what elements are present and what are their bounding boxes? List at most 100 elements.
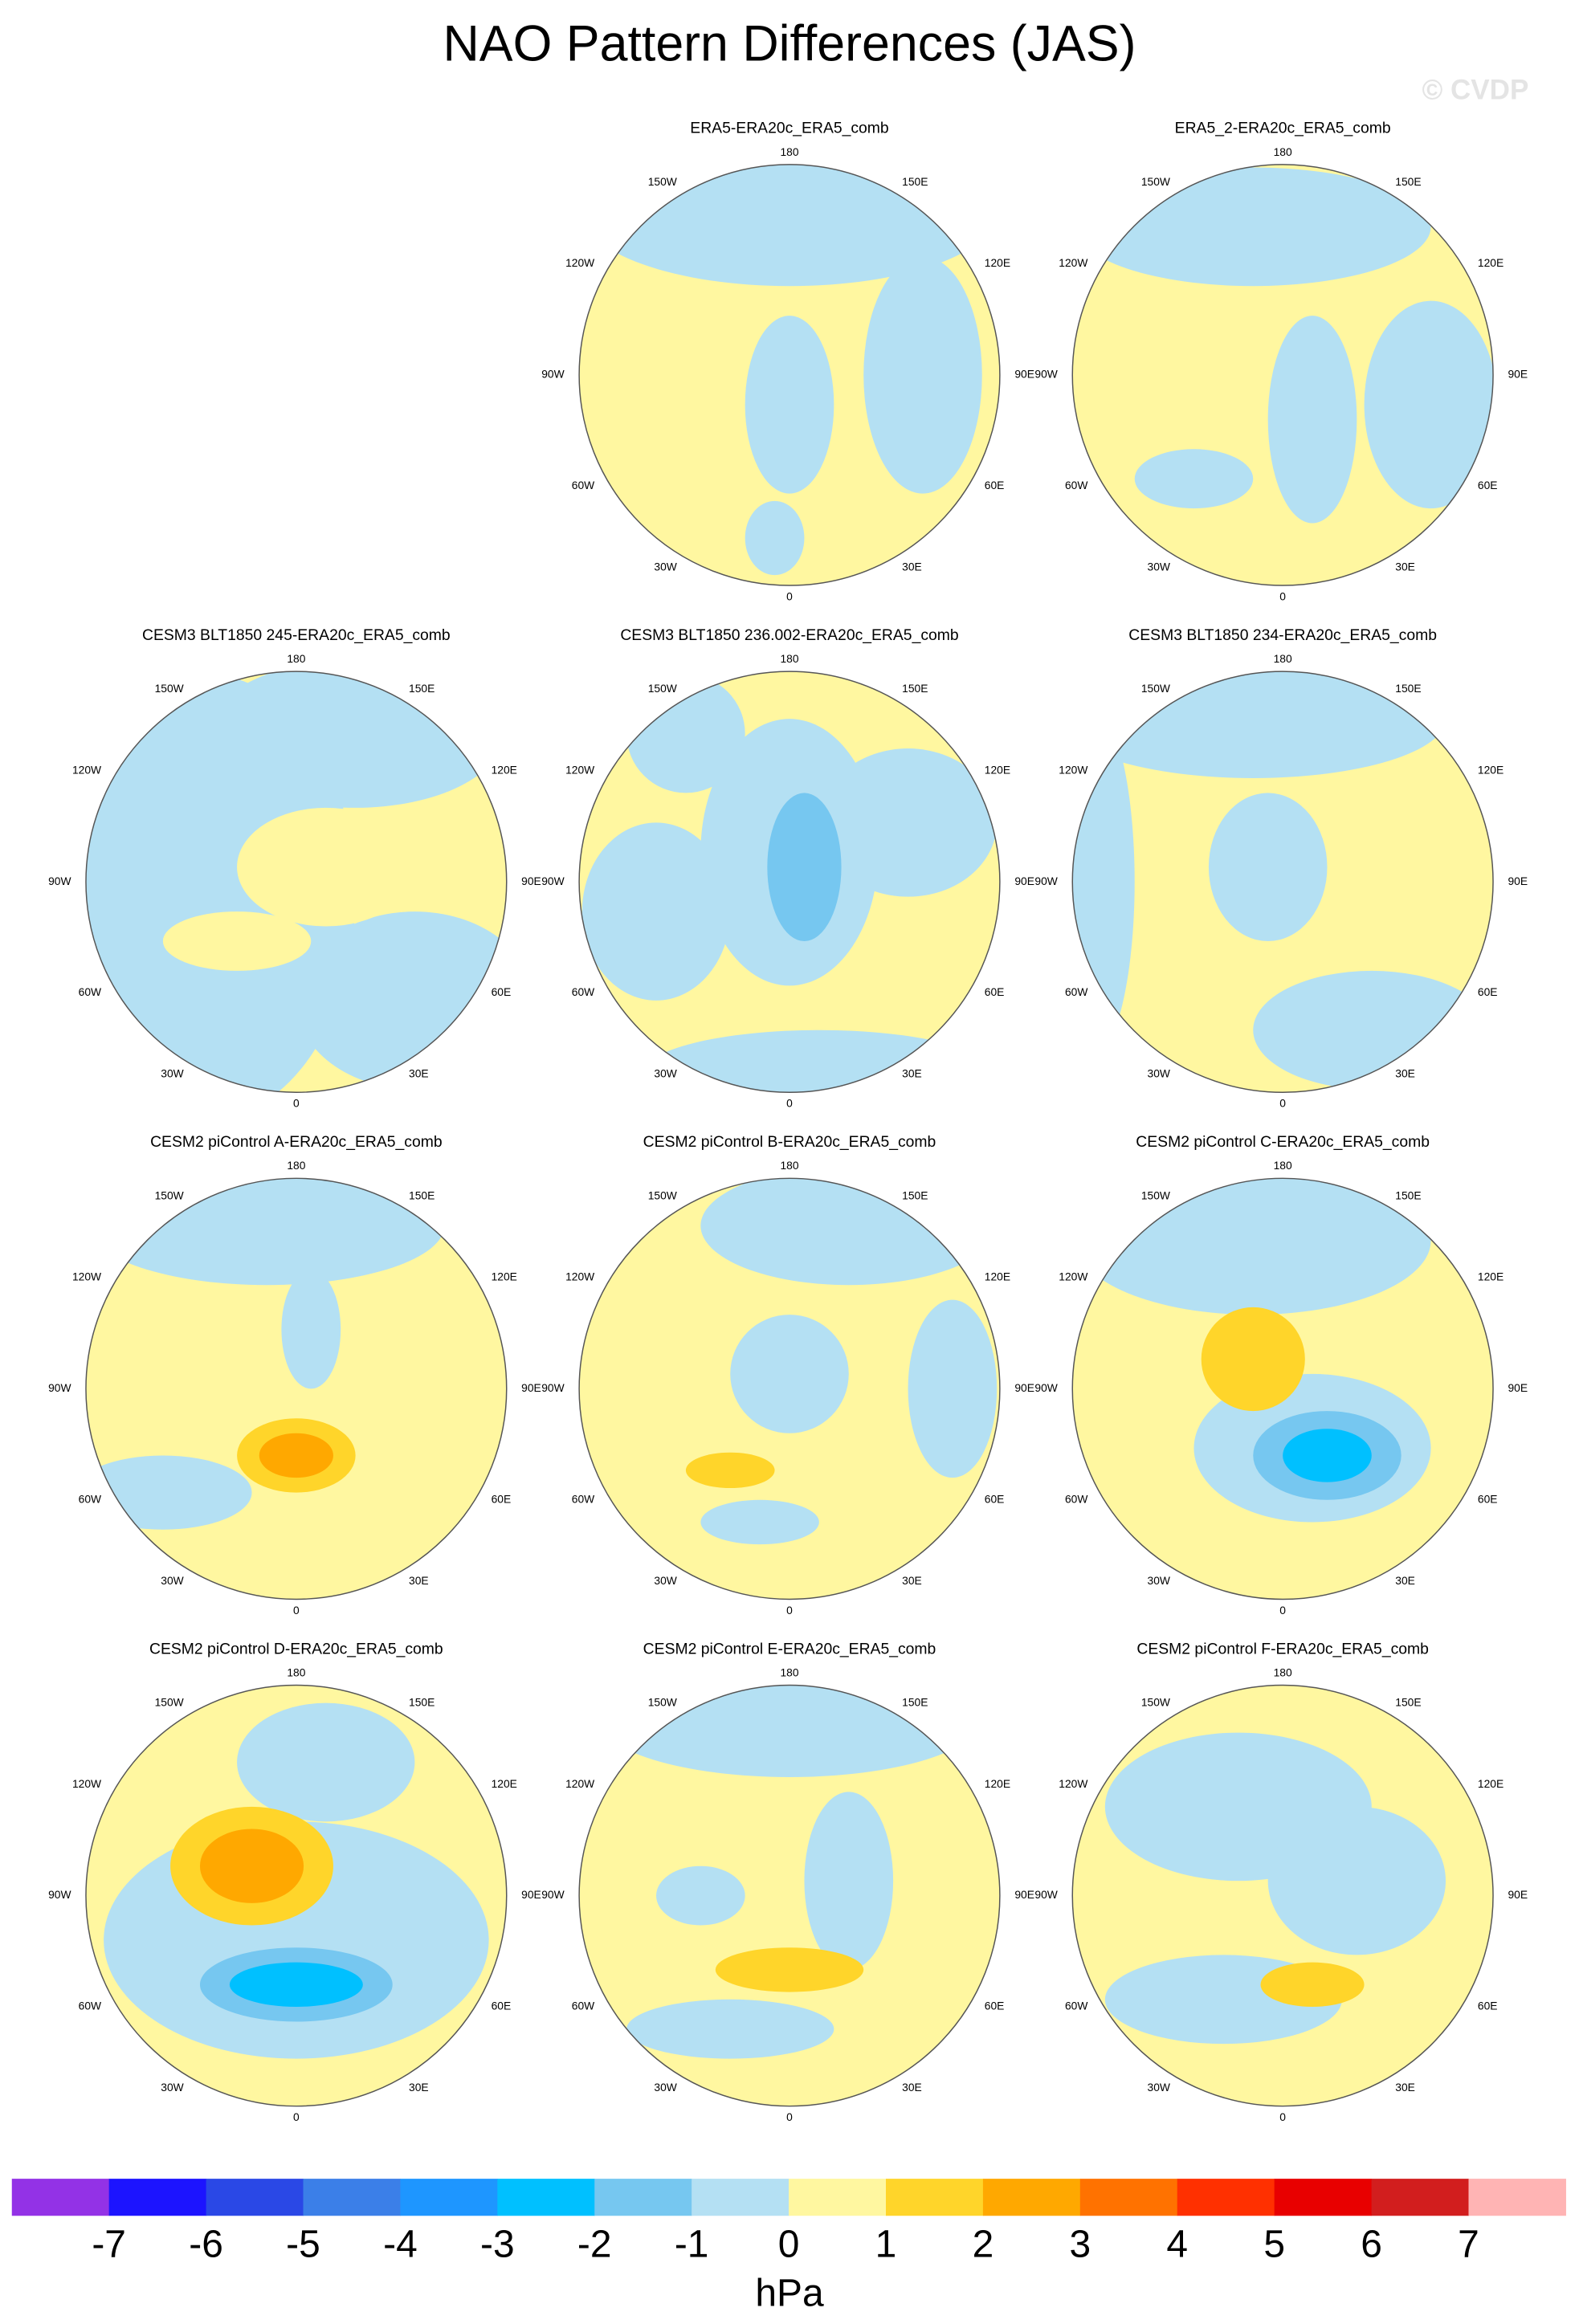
longitude-label: 180 bbox=[780, 652, 798, 665]
longitude-label: 0 bbox=[1279, 589, 1286, 602]
field-region bbox=[1253, 970, 1491, 1090]
longitude-label: 60E bbox=[985, 1492, 1005, 1505]
longitude-label: 60E bbox=[1478, 2000, 1498, 2012]
longitude-label: 150W bbox=[155, 1189, 184, 1201]
longitude-label: 30W bbox=[161, 1574, 183, 1587]
colorbar-tick-label: -6 bbox=[189, 2224, 223, 2266]
map-border bbox=[85, 1684, 508, 2107]
colorbar-tick-label: -5 bbox=[286, 2224, 320, 2266]
longitude-label: 120E bbox=[492, 763, 517, 776]
map bbox=[1072, 1685, 1494, 2106]
longitude-label: 60W bbox=[572, 2000, 594, 2012]
panel-title: CESM2 piControl F-ERA20c_ERA5_comb bbox=[1136, 1640, 1429, 1657]
longitude-label: 0 bbox=[786, 1604, 793, 1617]
longitude-label: 120E bbox=[985, 1270, 1010, 1283]
field-region bbox=[715, 1947, 864, 1992]
figure-title: NAO Pattern Differences (JAS) bbox=[443, 16, 1136, 72]
colorbar-tick-label: -1 bbox=[675, 2224, 709, 2266]
colorbar-tick-label: -4 bbox=[383, 2224, 418, 2266]
longitude-label: 150E bbox=[902, 1695, 928, 1708]
panel-title: CESM2 piControl A-ERA20c_ERA5_comb bbox=[150, 1133, 443, 1151]
longitude-label: 120E bbox=[1478, 1270, 1504, 1283]
field-region bbox=[581, 822, 731, 1001]
longitude-label: 180 bbox=[1274, 652, 1292, 665]
colorbar-box bbox=[303, 2179, 401, 2216]
longitude-label: 60E bbox=[985, 479, 1005, 491]
field-region bbox=[1072, 703, 1135, 1060]
field-region bbox=[908, 1299, 998, 1478]
longitude-label: 30W bbox=[654, 1574, 676, 1587]
field-region bbox=[685, 1452, 775, 1489]
longitude-label: 120E bbox=[492, 1777, 517, 1790]
watermark: © CVDP bbox=[1422, 75, 1528, 106]
longitude-label: 120W bbox=[565, 1777, 594, 1790]
field-region bbox=[1364, 300, 1494, 509]
longitude-label: 120W bbox=[1059, 763, 1087, 776]
map bbox=[1072, 164, 1494, 586]
longitude-label: 120W bbox=[1059, 1270, 1087, 1283]
longitude-label: 60E bbox=[1478, 479, 1498, 491]
longitude-label: 120E bbox=[985, 1777, 1010, 1790]
longitude-label: 90E bbox=[1014, 1381, 1034, 1394]
colorbar-tick-label: 5 bbox=[1263, 2224, 1285, 2266]
field-region bbox=[199, 1829, 304, 1903]
field-region bbox=[656, 1865, 745, 1926]
longitude-label: 60E bbox=[492, 985, 512, 998]
colorbar-box bbox=[1468, 2179, 1566, 2216]
longitude-label: 30W bbox=[654, 560, 676, 573]
map-border bbox=[578, 164, 1001, 586]
field-region bbox=[88, 1178, 445, 1286]
longitude-label: 90E bbox=[1014, 368, 1034, 381]
longitude-label: 60E bbox=[492, 2000, 512, 2012]
longitude-label: 30E bbox=[902, 1067, 922, 1080]
colorbar-box bbox=[206, 2179, 304, 2216]
longitude-label: 60E bbox=[1478, 1492, 1498, 1505]
longitude-label: 90W bbox=[541, 368, 564, 381]
field-region bbox=[1134, 449, 1254, 509]
field-region bbox=[626, 1999, 834, 2059]
field-region bbox=[1267, 1806, 1446, 1955]
colorbar-box bbox=[982, 2179, 1081, 2216]
map-border bbox=[1071, 164, 1494, 586]
longitude-label: 60W bbox=[1065, 985, 1087, 998]
longitude-label: 30E bbox=[1395, 2081, 1415, 2094]
longitude-label: 150E bbox=[1395, 682, 1421, 695]
longitude-label: 30W bbox=[1148, 560, 1170, 573]
colorbar-label: hPa bbox=[755, 2273, 824, 2315]
longitude-label: 0 bbox=[786, 2110, 793, 2123]
map-border bbox=[1071, 1177, 1494, 1600]
colorbar-tick-label: 7 bbox=[1458, 2224, 1479, 2266]
longitude-label: 120E bbox=[985, 763, 1010, 776]
longitude-label: 150E bbox=[902, 1189, 928, 1201]
colorbar-box bbox=[789, 2179, 887, 2216]
longitude-label: 180 bbox=[287, 1159, 305, 1172]
colorbar-box bbox=[1371, 2179, 1470, 2216]
map bbox=[85, 1178, 507, 1600]
longitude-label: 150E bbox=[902, 175, 928, 188]
field-region bbox=[1283, 1429, 1372, 1482]
longitude-label: 150W bbox=[648, 175, 677, 188]
field-region bbox=[818, 748, 998, 897]
field-region bbox=[700, 1499, 819, 1545]
map bbox=[85, 671, 507, 1093]
panel-title: ERA5-ERA20c_ERA5_comb bbox=[690, 120, 888, 137]
longitude-label: 60W bbox=[79, 985, 101, 998]
field-region bbox=[863, 256, 982, 494]
longitude-label: 90E bbox=[521, 1381, 541, 1394]
longitude-label: 90W bbox=[48, 875, 71, 887]
longitude-label: 120W bbox=[72, 763, 101, 776]
longitude-label: 90W bbox=[48, 1888, 71, 1901]
longitude-label: 30W bbox=[1148, 1067, 1170, 1080]
field-region bbox=[804, 1792, 894, 1970]
colorbar-tick-label: 3 bbox=[1069, 2224, 1091, 2266]
field-region bbox=[237, 807, 415, 927]
field-region bbox=[1208, 793, 1328, 941]
longitude-label: 180 bbox=[780, 1666, 798, 1678]
longitude-label: 30E bbox=[1395, 1574, 1415, 1587]
colorbar-tick-label: 0 bbox=[778, 2224, 800, 2266]
longitude-label: 150W bbox=[648, 1189, 677, 1201]
longitude-label: 150E bbox=[1395, 175, 1421, 188]
longitude-label: 30E bbox=[1395, 560, 1415, 573]
panel-title: CESM3 BLT1850 245-ERA20c_ERA5_comb bbox=[142, 626, 451, 644]
